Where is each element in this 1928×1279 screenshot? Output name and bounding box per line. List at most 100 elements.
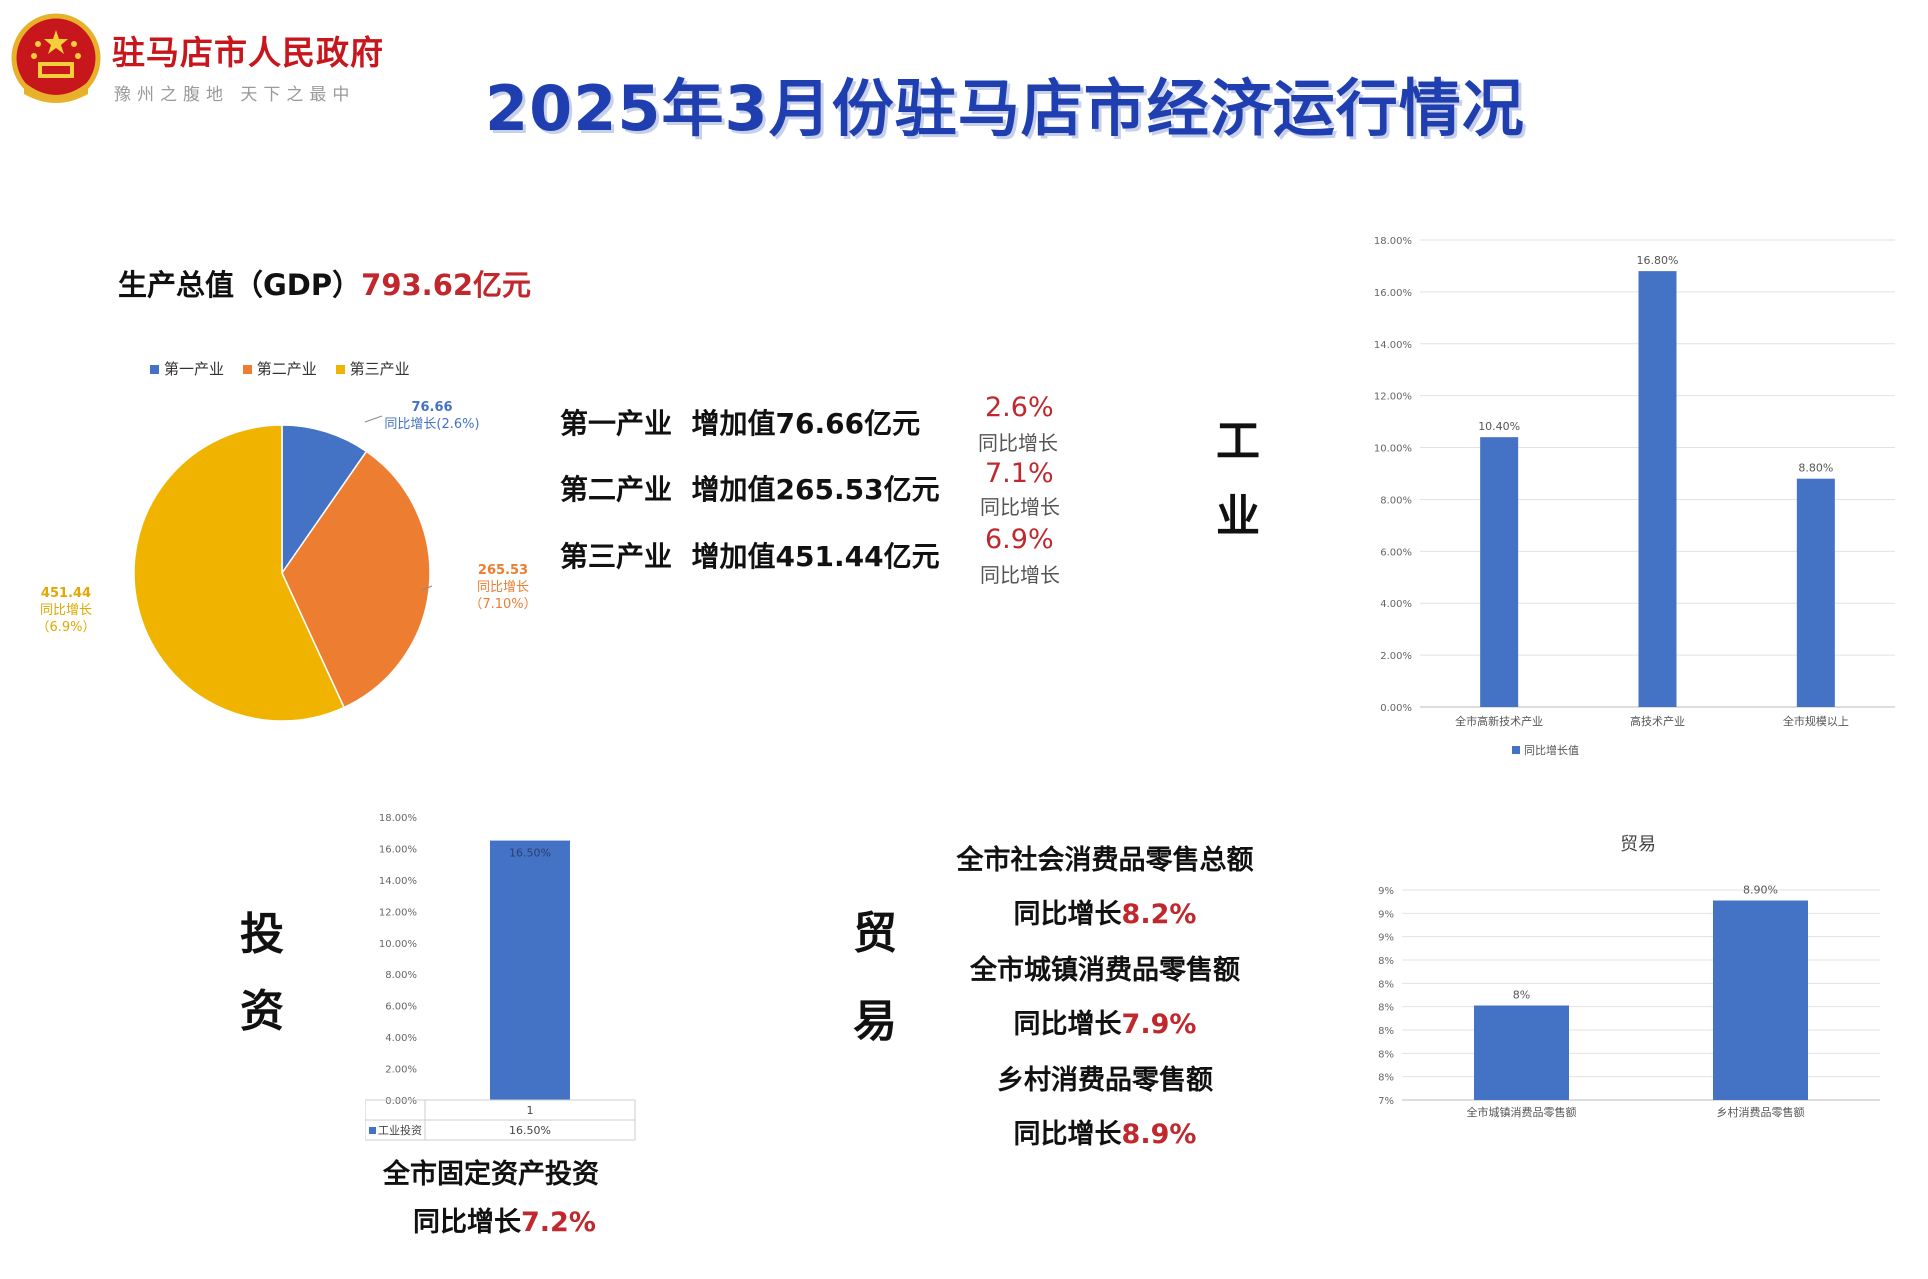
bar xyxy=(490,840,570,1100)
industry-note-tertiary: 同比增长 xyxy=(980,563,1060,587)
y-tick-label: 12.00% xyxy=(1374,392,1412,403)
y-tick-label: 6.00% xyxy=(1380,547,1412,558)
bar xyxy=(1480,437,1519,707)
page-title: 2025年3月份驻马店市经济运行情况 xyxy=(485,72,1525,145)
y-tick-label: 10.00% xyxy=(1374,444,1412,455)
x-tick-label: 高技术产业 xyxy=(1630,714,1685,728)
y-tick-label: 8% xyxy=(1378,979,1394,990)
pie-label-tertiary-value: 451.44 xyxy=(41,586,91,601)
pie-slice-primary xyxy=(281,424,368,576)
y-tick-label: 8.00% xyxy=(385,970,417,981)
y-tick-label: 14.00% xyxy=(379,876,417,887)
bar xyxy=(1474,1005,1569,1100)
trade-rural-title: 乡村消费品零售额 xyxy=(997,1065,1213,1096)
trade-total-growth: 同比增长8.2% xyxy=(1013,899,1197,930)
y-tick-label: 16.00% xyxy=(1374,288,1412,299)
y-tick-label: 8.00% xyxy=(1380,495,1412,506)
y-tick-label: 16.00% xyxy=(379,844,417,855)
investment-table-value: 16.50% xyxy=(509,1124,551,1137)
y-tick-label: 8% xyxy=(1378,956,1394,967)
national-emblem-icon xyxy=(11,13,101,103)
x-tick-label: 全市规模以上 xyxy=(1783,714,1849,728)
bar-value-label: 16.80% xyxy=(1637,254,1679,267)
y-tick-label: 2.00% xyxy=(1380,651,1412,662)
y-tick-label: 6.00% xyxy=(385,1002,417,1013)
investment-category-label: 1 xyxy=(527,1104,534,1117)
bar-value-label: 16.50% xyxy=(509,847,551,860)
trade-urban-title: 全市城镇消费品零售额 xyxy=(970,955,1240,986)
y-tick-label: 8% xyxy=(1378,1026,1394,1037)
industry-pct-tertiary: 6.9% xyxy=(985,524,1054,555)
pie-label-primary-value: 76.66 xyxy=(411,400,452,415)
gdp-pie-chart: 76.66 同比增长(2.6%) 265.53 同比增长 （7.10%） 451… xyxy=(36,400,537,722)
investment-title: 全市固定资产投资 xyxy=(383,1159,599,1190)
investment-growth: 同比增长7.2% xyxy=(413,1207,596,1238)
pie-label-secondary-growth-pct: （7.10%） xyxy=(469,597,536,612)
investment-bar-chart: 0.00% 2.00% 4.00% 6.00% 8.00% 10.00% 12.00% 14.… xyxy=(365,813,636,1141)
bar xyxy=(1638,271,1677,707)
y-tick-label: 8% xyxy=(1378,1049,1394,1060)
y-tick-label: 18.00% xyxy=(379,813,417,824)
side-label-investment-1: 投 xyxy=(240,909,284,960)
trade-total-title: 全市社会消费品零售总额 xyxy=(956,845,1254,876)
y-tick-label: 7% xyxy=(1378,1096,1394,1107)
pie-slice-secondary xyxy=(281,450,431,709)
y-tick-label: 9% xyxy=(1378,886,1394,897)
y-tick-label: 4.00% xyxy=(385,1033,417,1044)
bar-value-label: 8.90% xyxy=(1743,884,1778,897)
trade-rural-growth: 同比增长8.9% xyxy=(1013,1119,1197,1150)
industry-note-secondary: 同比增长 xyxy=(980,495,1060,519)
industry-bar-chart: 0.00% 2.00% 4.00% 6.00% 8.00% 10.00% 12.00% 14.… xyxy=(1374,236,1895,757)
side-label-industry-2: 业 xyxy=(1216,491,1260,542)
bar-value-label: 8.80% xyxy=(1798,462,1833,475)
bar-value-label: 10.40% xyxy=(1478,420,1520,433)
pie-label-tertiary-growth-pct: （6.9%） xyxy=(36,620,95,635)
x-tick-label: 乡村消费品零售额 xyxy=(1717,1105,1805,1118)
legend-item-primary: 第一产业 xyxy=(150,360,224,378)
y-tick-label: 9% xyxy=(1378,933,1394,944)
legend-item-secondary: 第二产业 xyxy=(242,360,317,378)
government-name: 驻马店市人民政府 xyxy=(112,33,384,72)
industry-row-primary: 第一产业 增加值76.66亿元 xyxy=(560,407,921,440)
y-tick-label: 0.00% xyxy=(385,1096,417,1107)
industry-row-tertiary: 第三产业 增加值451.44亿元 xyxy=(560,540,940,573)
pie-label-tertiary-growth: 同比增长 xyxy=(40,603,92,618)
industry-row-secondary: 第二产业 增加值265.53亿元 xyxy=(560,473,940,506)
pie-slice-tertiary xyxy=(133,424,346,722)
gdp-label: 生产总值（GDP） xyxy=(118,268,362,302)
side-label-trade-1: 贸 xyxy=(853,908,897,959)
gdp-value: 793.62亿元 xyxy=(361,268,532,302)
government-slogan: 豫州之腹地 天下之最中 xyxy=(114,85,356,105)
y-tick-label: 18.00% xyxy=(1374,236,1412,247)
trade-bar-chart: 贸易 7% 8% 8% 8% 8% 8% 8% 9% 9% 9% 8% 全市城镇消费品零售额 8.90… xyxy=(1378,834,1880,1118)
industry-note-primary: 同比增长 xyxy=(978,431,1058,455)
industry-pct-secondary: 7.1% xyxy=(985,458,1054,489)
y-tick-label: 8% xyxy=(1378,1003,1394,1014)
x-tick-label: 全市城镇消费品零售额 xyxy=(1467,1105,1577,1118)
gdp-summary: 生产总值（GDP）793.62亿元 xyxy=(118,262,531,304)
y-tick-label: 9% xyxy=(1378,909,1394,920)
y-tick-label: 4.00% xyxy=(1380,599,1412,610)
trade-chart-title: 贸易 xyxy=(1620,834,1656,855)
pie-label-primary-growth: 同比增长(2.6%) xyxy=(384,417,479,432)
pie-label-secondary-growth: 同比增长 xyxy=(477,580,529,595)
industry-legend-label: 同比增长值 xyxy=(1524,743,1579,757)
y-tick-label: 14.00% xyxy=(1374,340,1412,351)
y-tick-label: 8% xyxy=(1378,1073,1394,1084)
side-label-investment-2: 资 xyxy=(240,986,284,1037)
side-label-trade-2: 易 xyxy=(853,996,897,1047)
industry-pct-primary: 2.6% xyxy=(985,392,1054,423)
x-tick-label: 全市高新技术产业 xyxy=(1455,714,1543,728)
y-tick-label: 2.00% xyxy=(385,1065,417,1076)
pie-label-secondary-value: 265.53 xyxy=(478,563,528,578)
bar xyxy=(1713,900,1808,1100)
legend-item-tertiary: 第三产业 xyxy=(335,360,410,378)
y-tick-label: 12.00% xyxy=(379,907,417,918)
bar-value-label: 8% xyxy=(1513,989,1530,1002)
pie-legend: 第一产业 第二产业 第三产业 xyxy=(150,358,424,379)
y-tick-label: 0.00% xyxy=(1380,703,1412,714)
side-label-industry-1: 工 xyxy=(1216,416,1260,467)
investment-series-label: 工业投资 xyxy=(378,1123,422,1137)
y-tick-label: 10.00% xyxy=(379,939,417,950)
bar xyxy=(1796,478,1835,707)
